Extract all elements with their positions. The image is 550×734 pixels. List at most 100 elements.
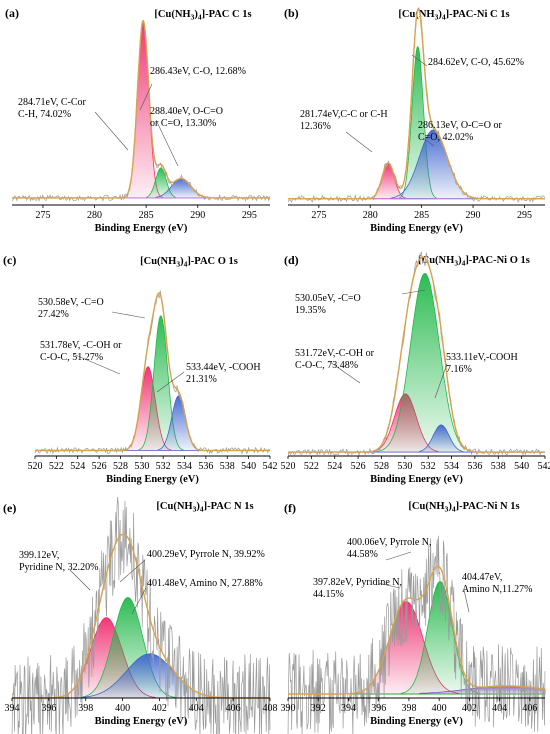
x-tick-label: 396 — [41, 703, 56, 714]
peak-annotation-1: 397.82eV, Pyridine N, 44.15% — [313, 577, 402, 600]
x-tick-label: 534 — [444, 461, 459, 472]
annotation-leader-line — [156, 371, 185, 393]
x-tick-label: 290 — [190, 210, 205, 221]
x-tick-label: 295 — [242, 210, 257, 221]
x-tick-label: 538 — [220, 461, 235, 472]
x-tick-label: 295 — [517, 210, 532, 221]
x-tick-label: 528 — [113, 461, 128, 472]
peak-annotation-1: 284.71eV, C-Cor C-H, 74.02% — [18, 97, 87, 120]
annotation-leader-line — [434, 363, 448, 399]
x-tick-label: 402 — [462, 703, 477, 714]
annotation-leader-line — [411, 54, 428, 67]
panel-label: (d) — [284, 253, 299, 267]
x-tick-label: 275 — [35, 210, 50, 221]
annotation-leader-line — [72, 353, 121, 375]
panel-c: (c) [Cu(NH3)4]-PAC O 1s 520 522 524 526 528 530… — [3, 253, 278, 485]
x-tick-label: 526 — [92, 461, 107, 472]
x-tick-label: 520 — [281, 461, 296, 472]
x-tick-label: 522 — [49, 461, 64, 472]
chart-title: [Cu(NH3)4]-PAC N 1s — [156, 501, 253, 514]
x-tick-label: 285 — [414, 210, 429, 221]
annotation-leader-line — [377, 582, 401, 589]
x-tick-label: 540 — [241, 461, 256, 472]
annotation-leader-line — [119, 559, 146, 583]
chart-title: [Cu(NH3)4]-PAC C 1s — [154, 9, 251, 22]
panel-e: (e) [Cu(NH3)4]-PAC N 1s 394 396 398 400 402 404… — [3, 496, 278, 734]
panel-a: (a) [Cu(NH3)4]-PAC C 1s 275 280 285 290 295 Bin… — [5, 6, 271, 234]
annotation-leader-line — [329, 361, 361, 384]
chart-title: [Cu(NH3)4]-PAC O 1s — [140, 256, 238, 269]
peak-annotation-1: 281.74eV,C-C or C-H 12.36% — [300, 109, 388, 132]
raw-spectrum-line — [34, 290, 271, 455]
x-tick-label: 396 — [371, 703, 386, 714]
x-tick-label: 534 — [177, 461, 192, 472]
x-tick-label: 540 — [514, 461, 529, 472]
chart-title: [Cu(NH3)4]-PAC-Ni N 1s — [408, 501, 519, 514]
x-tick-label: 520 — [28, 461, 43, 472]
x-tick-label: 528 — [374, 461, 389, 472]
x-tick-label: 394 — [341, 703, 356, 714]
component-peak-3 — [419, 424, 464, 453]
annotation-leader-line — [422, 137, 435, 147]
panel-label: (f) — [284, 501, 296, 515]
x-tick-label: 390 — [281, 703, 296, 714]
envelope-fit-line — [12, 20, 270, 199]
annotation-leader-line — [94, 111, 129, 151]
x-tick-label: 394 — [5, 703, 20, 714]
x-tick-label: 406 — [226, 703, 241, 714]
x-tick-label: 392 — [311, 703, 326, 714]
x-tick-label: 524 — [70, 461, 85, 472]
panel-label: (a) — [5, 6, 19, 20]
x-tick-label: 398 — [78, 703, 93, 714]
x-tick-label: 404 — [189, 703, 204, 714]
chart-title: [Cu(NH3)4]-PAC-Ni C 1s — [398, 9, 509, 22]
envelope-fit-line — [288, 7, 545, 200]
annotation-leader-line — [385, 551, 412, 561]
x-tick-label: 532 — [156, 461, 171, 472]
x-tick-label: 526 — [351, 461, 366, 472]
chart-title: [Cu(NH3)4]-PAC-Ni O 1s — [418, 255, 530, 268]
peak-annotation-3: 533.11eV,-COOH 7.16% — [446, 352, 518, 375]
peak-annotation-2: 400.29eV, Pyrrole N, 39.92% — [147, 549, 265, 560]
x-axis-label: Binding Energy (eV) — [106, 474, 199, 485]
annotation-leader-line — [345, 131, 373, 153]
panel-label: (c) — [3, 253, 16, 267]
peak-annotation-3: 533.44eV, -COOH 21.31% — [186, 362, 261, 385]
x-tick-label: 275 — [311, 210, 326, 221]
annotation-leader-line — [401, 289, 426, 295]
peak-annotation-2: 286.43eV, C-O, 12.68% — [150, 66, 246, 77]
x-tick-label: 532 — [421, 461, 436, 472]
envelope-fit-line — [35, 292, 270, 452]
x-tick-label: 400 — [115, 703, 130, 714]
x-tick-label: 285 — [139, 210, 154, 221]
panel-b: (b) [Cu(NH3)4]-PAC-Ni C 1s 275 280 285 290 295… — [284, 6, 546, 234]
peak-annotation-3: 286.13eV, O-C=O or C=O, 42.02% — [418, 120, 502, 143]
panel-f: (f) [Cu(NH3)4]-PAC-Ni N 1s 390 392 394 396 398… — [281, 501, 546, 734]
peak-annotation-3: 288.40eV, O-C=O or C=O, 13.30% — [150, 106, 223, 129]
peak-annotation-2: 531.78eV, -C-OH or C-O-C, 51.27% — [40, 340, 122, 363]
x-tick-label: 398 — [401, 703, 416, 714]
x-tick-label: 530 — [134, 461, 149, 472]
peak-annotation-1: 399.12eV, Pyridine N, 32.20% — [19, 550, 98, 573]
x-tick-label: 408 — [263, 703, 278, 714]
x-tick-label: 536 — [467, 461, 482, 472]
x-tick-label: 290 — [466, 210, 481, 221]
x-axis-label: Binding Energy (eV) — [370, 716, 463, 727]
annotation-leader-line — [69, 569, 91, 591]
peak-annotation-3: 401.48eV, Amino N, 27.88% — [147, 578, 263, 589]
x-tick-label: 542 — [538, 461, 550, 472]
peak-annotation-2: 284.62eV, C-O, 45.62% — [428, 57, 524, 68]
panel-d: (d) [Cu(NH3)4]-PAC-Ni O 1s 520 522 524 526 528… — [281, 251, 550, 485]
envelope-fit-line — [288, 565, 546, 695]
panel-label: (b) — [284, 6, 299, 20]
annotation-leader-line — [111, 311, 146, 319]
x-axis-label: Binding Energy (eV) — [95, 223, 188, 234]
x-axis-label: Binding Energy (eV) — [370, 223, 463, 234]
annotation-leader-line — [131, 587, 147, 615]
x-tick-label: 542 — [263, 461, 278, 472]
x-tick-label: 400 — [432, 703, 447, 714]
peak-annotation-1: 530.05eV, -C=O 19.35% — [295, 293, 361, 316]
annotation-leader-line — [155, 119, 179, 167]
annotation-leader-line — [463, 589, 470, 613]
peak-annotation-2: 531.72eV,-C-OH or C-O-C, 73.48% — [295, 348, 375, 371]
